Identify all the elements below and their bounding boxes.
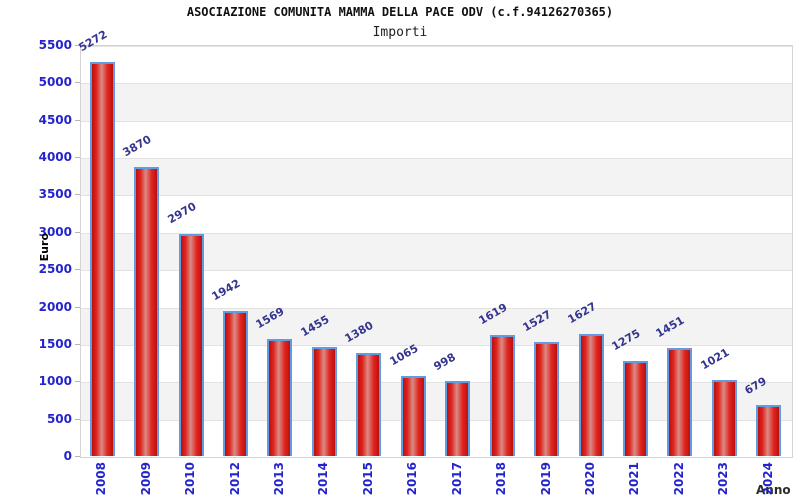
y-tick-label: 4000 <box>38 150 72 165</box>
x-tick-label: 2012 <box>227 462 242 496</box>
y-tick-label: 3000 <box>38 224 72 239</box>
x-tick-label: 2020 <box>583 462 598 496</box>
bar <box>445 381 471 456</box>
y-tick-label: 5500 <box>38 38 72 52</box>
chart-title: ASOCIAZIONE COMUNITA MAMMA DELLA PACE OD… <box>186 5 614 19</box>
x-tick-label: 2013 <box>271 462 286 496</box>
y-tick-mark <box>75 45 80 46</box>
gridline <box>81 83 792 85</box>
bar <box>311 347 337 456</box>
x-tick-label: 2014 <box>316 462 331 496</box>
x-tick-label: 2022 <box>671 462 686 496</box>
y-tick-mark <box>75 343 80 345</box>
bar <box>622 360 648 456</box>
gridline <box>81 270 792 272</box>
y-tick-label: 2500 <box>38 262 72 277</box>
y-tick-mark <box>75 456 80 457</box>
y-tick-label: 5000 <box>38 75 72 90</box>
y-tick-mark <box>75 82 80 84</box>
y-tick-mark <box>75 157 80 159</box>
y-tick-mark <box>75 381 80 383</box>
gridline <box>81 382 792 384</box>
x-tick-label: 2023 <box>716 462 731 496</box>
x-tick-label: 2021 <box>627 462 642 496</box>
y-tick-mark <box>75 119 80 121</box>
bar <box>756 405 782 456</box>
y-tick-mark <box>75 269 80 271</box>
bar <box>667 347 693 456</box>
background-band <box>81 120 792 159</box>
y-tick-mark <box>75 194 80 196</box>
gridline <box>81 120 792 122</box>
x-tick-label: 2024 <box>760 462 775 496</box>
background-band <box>81 83 792 121</box>
x-tick-label: 2017 <box>449 462 464 496</box>
y-axis-title: Euro <box>38 233 51 262</box>
background-band <box>81 195 792 233</box>
y-tick-mark <box>75 306 80 308</box>
background-band <box>81 158 792 196</box>
x-tick-label: 2009 <box>138 462 153 496</box>
bar <box>578 334 604 456</box>
bar <box>89 62 115 456</box>
x-tick-label: 2016 <box>405 462 420 496</box>
gridline <box>81 307 792 309</box>
gridline <box>81 232 792 234</box>
bar <box>356 352 382 456</box>
bar <box>267 338 293 456</box>
y-tick-label: 500 <box>46 411 72 426</box>
bar <box>400 376 426 456</box>
gridline <box>81 344 792 346</box>
bar <box>134 166 160 456</box>
gridline <box>81 195 792 197</box>
y-tick-label: 2000 <box>38 299 72 314</box>
bar <box>534 341 560 456</box>
y-tick-label: 4500 <box>38 112 72 127</box>
bar <box>489 335 515 456</box>
y-tick-label: 1500 <box>38 336 72 351</box>
bar <box>223 310 249 456</box>
x-tick-label: 2018 <box>494 462 509 496</box>
y-tick-label: 1000 <box>38 374 72 389</box>
x-tick-label: 2015 <box>360 462 375 496</box>
chart-subtitle: Importi <box>372 25 428 40</box>
x-axis-title: Anno <box>756 483 791 497</box>
bar <box>178 234 204 456</box>
gridline <box>81 419 792 421</box>
x-tick-label: 2010 <box>183 462 198 496</box>
background-band <box>81 46 792 84</box>
x-tick-label: 2008 <box>94 462 109 496</box>
bar <box>711 379 737 456</box>
gridline <box>81 46 792 47</box>
gridline <box>81 158 792 160</box>
y-tick-label: 3500 <box>38 187 72 202</box>
y-tick-mark <box>75 231 80 233</box>
y-tick-label: 0 <box>63 449 72 463</box>
x-tick-label: 2019 <box>538 462 553 496</box>
y-tick-mark <box>75 418 80 420</box>
